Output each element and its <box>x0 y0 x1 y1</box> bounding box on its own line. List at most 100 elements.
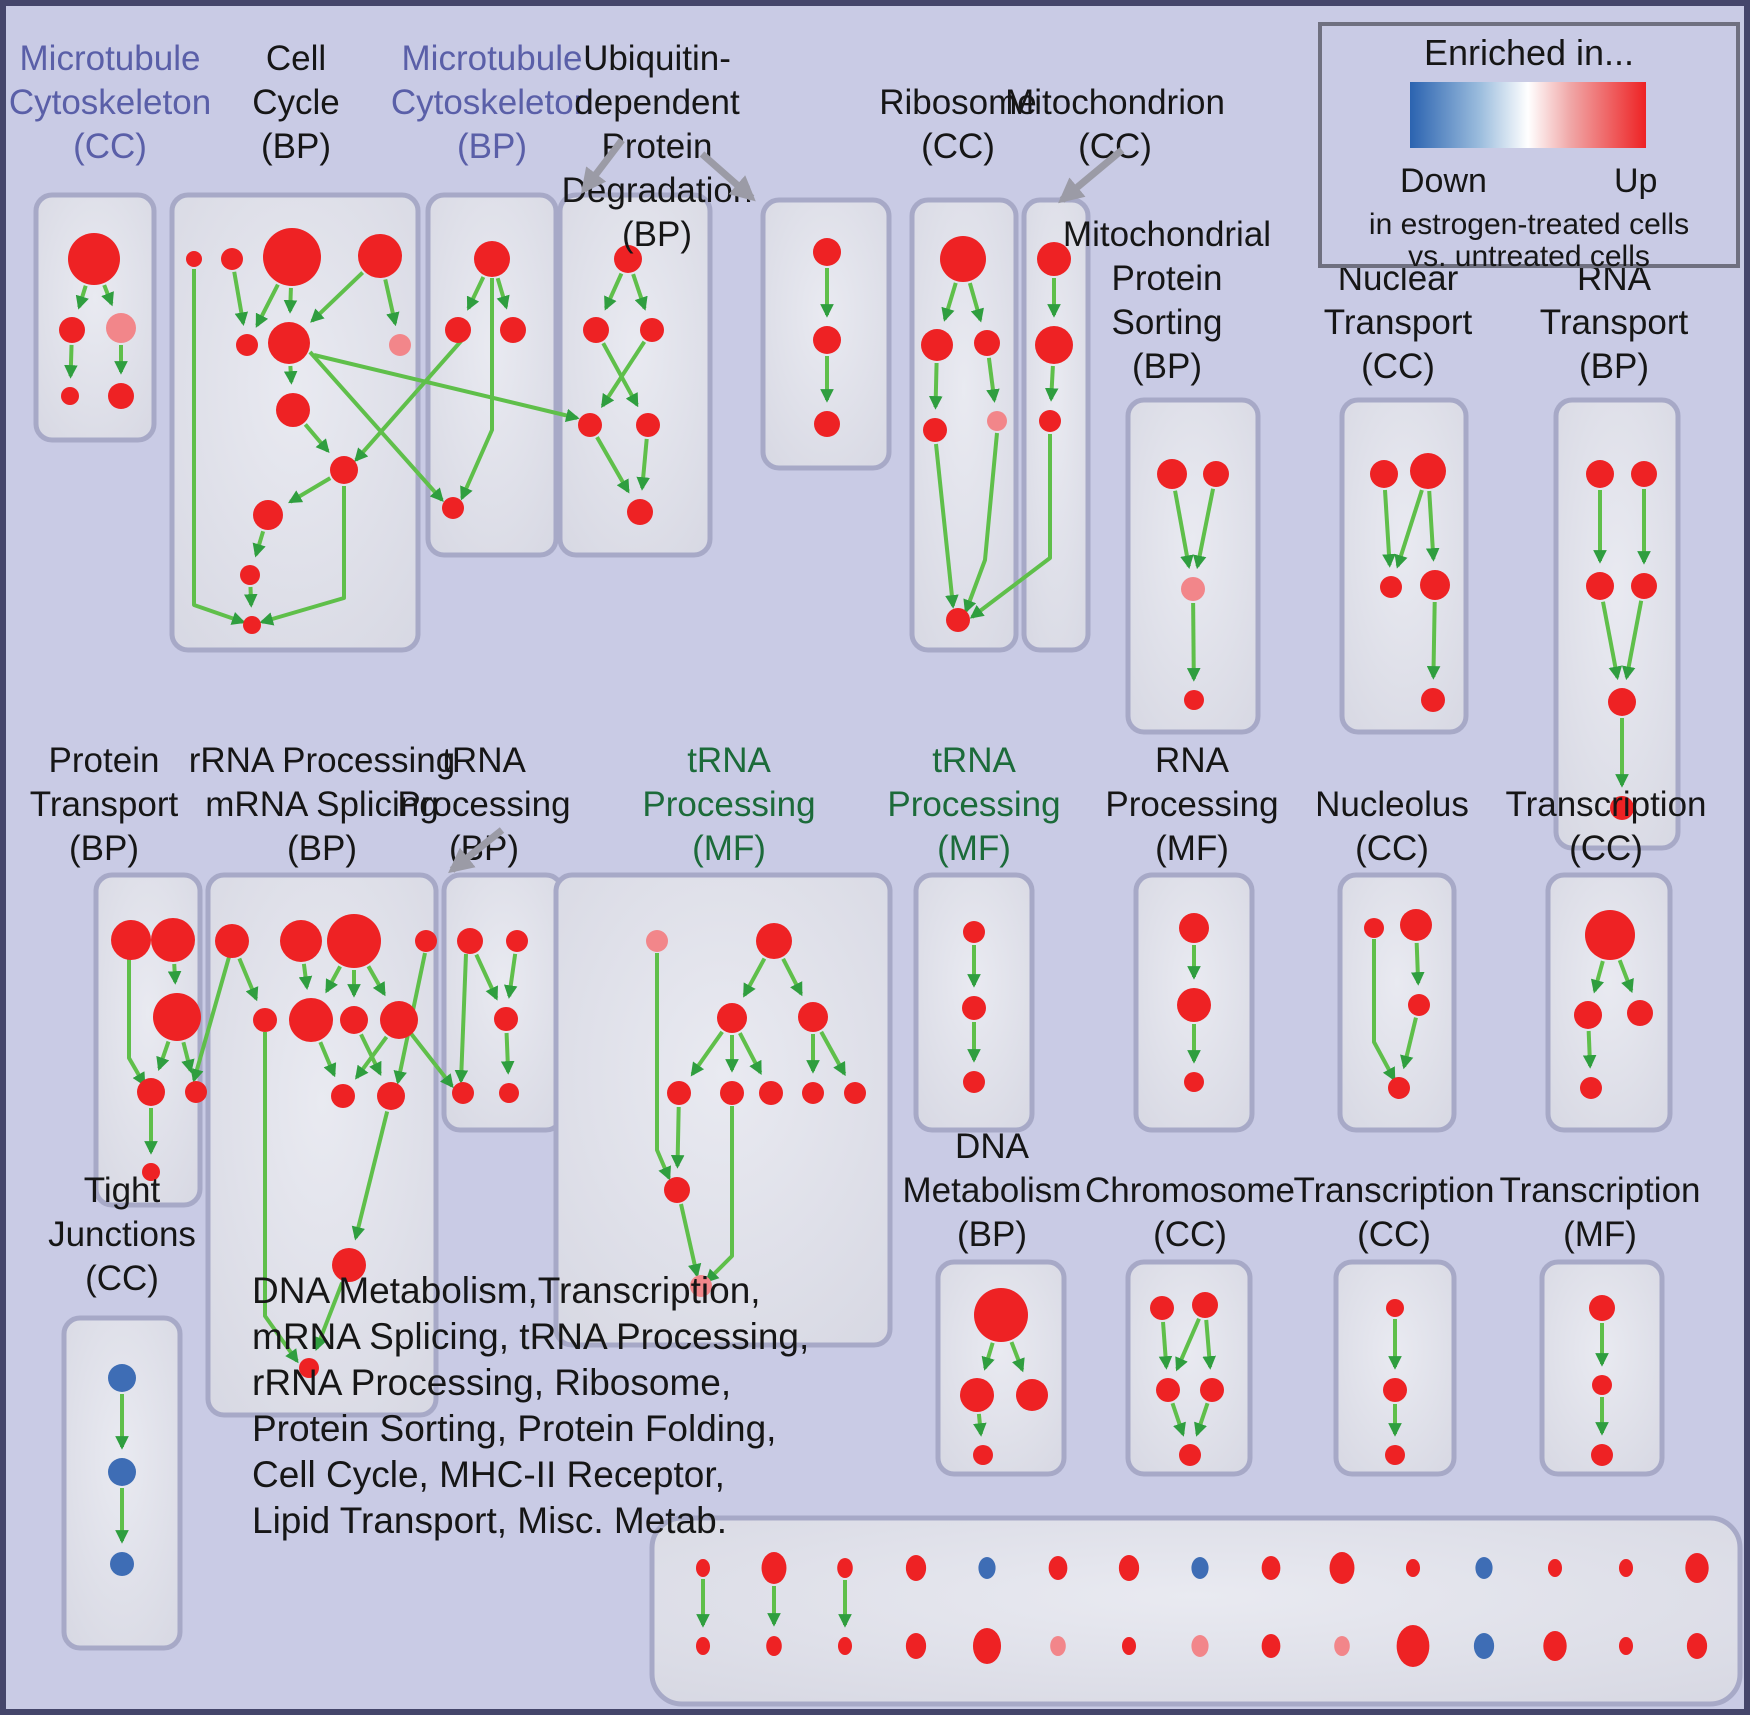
cluster-label: (BP) <box>287 829 357 868</box>
go-term-node <box>1618 1637 1634 1655</box>
edge-arrow <box>1186 602 1201 682</box>
go-term-node <box>1386 1299 1404 1317</box>
go-term-node <box>1191 1635 1209 1657</box>
go-term-node <box>837 1558 853 1578</box>
edge-arrow <box>181 1041 195 1074</box>
go-term-node <box>500 317 526 343</box>
go-term-node <box>243 616 261 634</box>
go-term-node <box>1543 1631 1567 1661</box>
pointer-arrow <box>448 827 505 874</box>
go-term-node <box>583 317 609 343</box>
go-term-node <box>761 1552 787 1584</box>
edge-arrow <box>127 959 146 1087</box>
cluster-label: Mitochondrial <box>1063 215 1271 254</box>
cluster-label: Transport <box>1540 303 1689 342</box>
edge-arrow <box>495 277 510 310</box>
edge-arrow <box>1194 1402 1210 1437</box>
go-term-node <box>963 921 985 943</box>
edge-arrow <box>310 271 365 323</box>
go-term-node <box>1150 1296 1174 1320</box>
edge-arrow <box>308 350 444 503</box>
edge-arrow <box>1617 959 1634 994</box>
go-term-node <box>445 317 471 343</box>
cluster-box-trna-mf-large <box>553 872 893 1348</box>
edge-arrow <box>742 957 767 998</box>
go-term-node <box>327 914 381 968</box>
cluster-label: (CC) <box>85 1259 159 1298</box>
go-term-node <box>921 329 953 361</box>
go-term-node <box>1580 1077 1602 1099</box>
pointer-arrow <box>580 137 625 195</box>
edge-arrow <box>679 1203 702 1278</box>
cluster-label: RNA <box>1155 741 1230 780</box>
go-term-node <box>946 608 970 632</box>
cluster-label: dependent <box>574 83 740 122</box>
go-term-node <box>276 393 310 427</box>
edge-arrow <box>318 1041 337 1078</box>
edge-arrow <box>1175 1317 1201 1372</box>
edge-arrow <box>1582 1030 1597 1069</box>
go-term-node <box>1192 1292 1218 1318</box>
go-term-node <box>253 500 283 530</box>
cluster-label: Sorting <box>1112 303 1223 342</box>
edge-arrow <box>595 436 630 494</box>
cluster-label: Processing <box>642 785 815 824</box>
edge-arrow <box>237 957 259 1002</box>
go-term-node <box>1261 1556 1281 1580</box>
go-term-node <box>1547 1559 1563 1577</box>
go-term-node <box>111 920 151 960</box>
edge-arrow <box>1425 490 1440 562</box>
cluster-label: tRNA <box>442 741 526 780</box>
edge-arrow <box>604 272 624 311</box>
legend-context-line2: vs. untreated cells <box>1408 240 1650 273</box>
go-term-node <box>1156 1378 1180 1402</box>
cluster-box-transcription-cc-upper <box>1545 872 1673 1133</box>
go-term-node <box>499 1083 519 1103</box>
cluster-label: (BP) <box>1579 347 1649 386</box>
cluster-label: (BP) <box>957 1215 1027 1254</box>
cluster-label: Transcription <box>1500 1171 1701 1210</box>
go-term-node <box>332 1248 366 1282</box>
edge-arrow <box>359 1033 382 1076</box>
go-term-node <box>1261 1634 1281 1658</box>
cluster-label: (MF) <box>1155 829 1229 868</box>
go-term-node <box>1181 577 1205 601</box>
edge-arrow <box>601 342 639 408</box>
cluster-label: Ribosome <box>879 83 1037 122</box>
edge-arrow <box>1382 489 1396 568</box>
cluster-box-ubiquitin-degradation <box>557 192 713 558</box>
go-term-node <box>759 1081 783 1105</box>
go-term-node <box>1385 1445 1405 1465</box>
go-term-node <box>690 1275 712 1297</box>
go-term-node <box>636 413 660 437</box>
go-term-node <box>1157 459 1187 489</box>
edge-arrow <box>705 1106 734 1283</box>
go-term-node <box>1364 918 1384 938</box>
go-term-node <box>142 1163 160 1181</box>
legend-context-line1: in estrogen-treated cells <box>1368 208 1690 241</box>
go-term-node <box>1400 909 1432 941</box>
go-term-node <box>340 1006 368 1034</box>
go-term-node <box>1589 1295 1615 1321</box>
go-term-node <box>506 930 528 952</box>
go-term-node <box>442 497 464 519</box>
go-term-node <box>627 499 653 525</box>
cluster-label: (MF) <box>937 829 1011 868</box>
go-term-node <box>1016 1379 1048 1411</box>
cluster-box-dna-metabolism <box>935 1259 1067 1477</box>
edge-arrow <box>383 278 400 327</box>
go-term-node <box>108 383 134 409</box>
edge-arrow <box>941 282 958 322</box>
go-term-node <box>973 1445 993 1465</box>
edge-arrow <box>973 1413 987 1437</box>
cluster-box-ribosome <box>909 197 1019 653</box>
go-term-node <box>905 1633 927 1659</box>
go-term-node <box>1618 1559 1634 1577</box>
edge-arrow <box>351 1111 390 1241</box>
edge-arrow <box>474 953 499 1001</box>
go-term-node <box>61 387 79 405</box>
go-term-node <box>960 1378 994 1412</box>
go-term-node <box>236 334 258 356</box>
edge-arrow <box>325 965 342 994</box>
